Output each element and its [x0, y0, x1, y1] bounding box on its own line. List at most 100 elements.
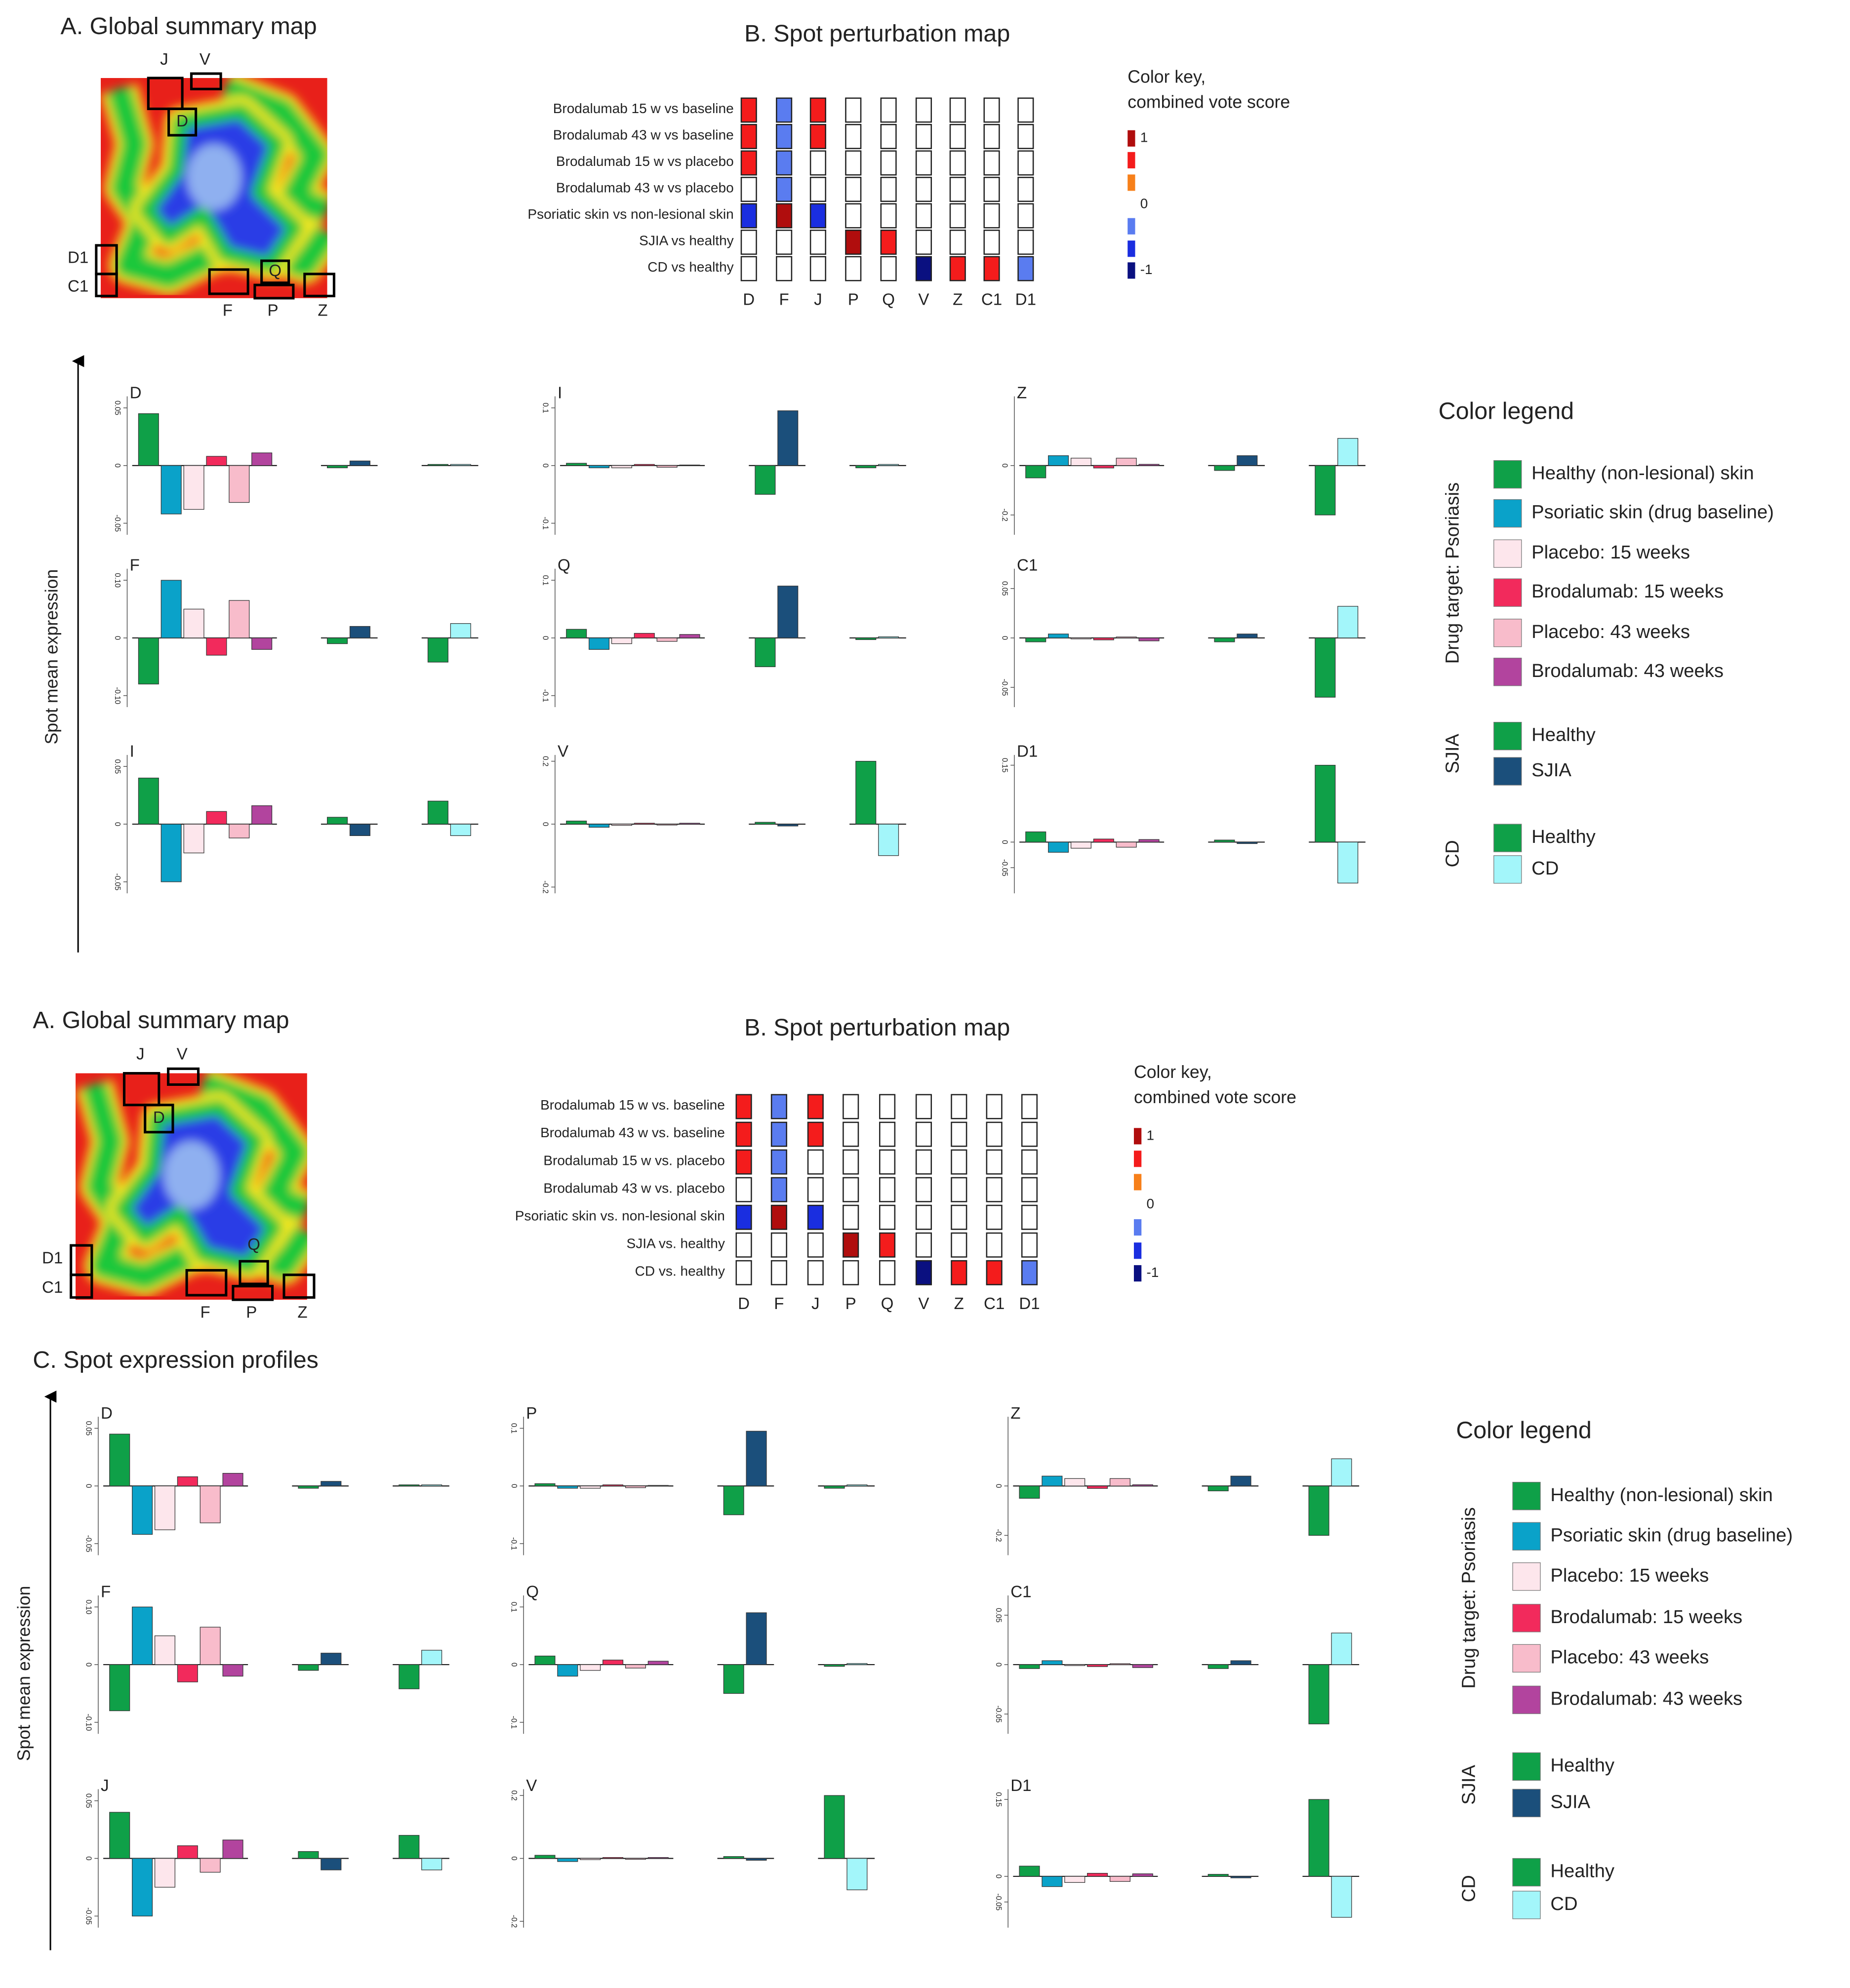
y-tick-label: -0.05 [1000, 859, 1008, 876]
bar [200, 1858, 221, 1873]
bar [183, 608, 204, 638]
bar [1087, 1873, 1108, 1877]
bar [1116, 841, 1137, 848]
bar [399, 1484, 420, 1486]
plot-label: J [101, 1777, 109, 1795]
map-image [100, 78, 327, 298]
key-title: combined vote score [1134, 1087, 1296, 1107]
heat-cell [770, 1121, 787, 1147]
bar [855, 760, 877, 825]
bar [1308, 1664, 1329, 1724]
bar [878, 824, 899, 856]
heat-cell [735, 1149, 752, 1175]
key-block [1127, 152, 1135, 168]
legend-swatch [1512, 1482, 1541, 1511]
heat-cell [1017, 230, 1034, 255]
map-label: Q [269, 262, 282, 280]
legend-label: Brodalumab: 15 weeks [1531, 581, 1724, 602]
heat-cell [735, 1094, 752, 1119]
heat-cell [879, 1232, 896, 1258]
heat-cell [915, 1149, 932, 1175]
heat-cell [983, 256, 1000, 281]
bar [656, 637, 678, 642]
bar [603, 1857, 624, 1859]
legend-label: Placebo: 43 weeks [1531, 621, 1690, 642]
y-tick-label: 0 [1000, 464, 1008, 468]
heat-cell [740, 123, 757, 149]
bar [580, 1485, 601, 1489]
bar [327, 465, 348, 469]
bar [427, 637, 448, 663]
profiles-title: C. Spot expression profiles [33, 1347, 318, 1373]
heat-cell [915, 230, 932, 255]
key-block [1127, 130, 1135, 147]
bar [878, 636, 899, 638]
bar [206, 811, 227, 825]
heat-cell [949, 177, 966, 202]
column-label: V [918, 1295, 929, 1313]
legend-swatch [1493, 619, 1522, 647]
bar [161, 824, 182, 882]
bar [1331, 1632, 1352, 1665]
heat-cell [951, 1177, 967, 1202]
legend-label: Psoriatic skin (drug baseline) [1531, 502, 1774, 523]
y-tick-label: 0 [541, 822, 549, 827]
bar [1025, 465, 1046, 478]
bar [321, 1858, 342, 1870]
key-tick-label: -1 [1140, 262, 1153, 277]
key-tick-label: -1 [1146, 1265, 1159, 1280]
legend-label: Brodalumab: 43 weeks [1531, 660, 1724, 681]
heat-cell [843, 1149, 859, 1175]
plot-label: Q [526, 1583, 539, 1601]
bar [603, 1484, 624, 1486]
plot-label: Z [1010, 1404, 1020, 1423]
y-tick-label: 0 [510, 1663, 518, 1667]
bar [1230, 1876, 1251, 1878]
y-tick-label: 0.15 [1000, 758, 1008, 773]
bar [534, 1483, 556, 1486]
heat-cell [845, 177, 862, 202]
map-box [232, 1285, 274, 1301]
map-label: F [223, 301, 233, 319]
bar [647, 1857, 669, 1859]
bar [755, 637, 776, 667]
bar [1093, 637, 1114, 640]
map-band [198, 1073, 307, 1221]
legend-swatch [1493, 460, 1522, 489]
heat-cell [735, 1177, 752, 1202]
bar [1230, 1475, 1251, 1486]
column-label: C1 [981, 291, 1002, 309]
bar [1132, 1664, 1153, 1668]
map-box [190, 72, 222, 90]
bar [177, 1845, 198, 1859]
heat-cell [1017, 203, 1034, 229]
heat-cell [776, 123, 793, 149]
bar [109, 1433, 130, 1486]
bar [1109, 1478, 1130, 1486]
legend-swatch [1493, 721, 1522, 751]
bar [1308, 1799, 1329, 1877]
bar [109, 1812, 130, 1859]
map-box [70, 1273, 93, 1299]
bar [222, 1839, 243, 1859]
heat-cell [983, 230, 1000, 255]
legend-label: Brodalumab: 15 weeks [1550, 1606, 1742, 1628]
plot-label: I [130, 743, 134, 761]
legend-label: SJIA [1531, 759, 1571, 781]
bar [251, 452, 273, 466]
bar [1214, 465, 1235, 471]
map-label: V [177, 1045, 188, 1064]
heat-cell [740, 256, 757, 281]
key-title: Color key, [1127, 67, 1206, 86]
bar [1048, 634, 1069, 638]
bar [298, 1485, 319, 1489]
bar [824, 1795, 845, 1859]
heat-cell [807, 1177, 824, 1202]
map-box [239, 1260, 269, 1285]
bar [1042, 1660, 1063, 1665]
legend-swatch [1512, 1789, 1541, 1818]
bar [349, 460, 370, 466]
key-block [1133, 1219, 1142, 1236]
key-block [1127, 218, 1135, 235]
